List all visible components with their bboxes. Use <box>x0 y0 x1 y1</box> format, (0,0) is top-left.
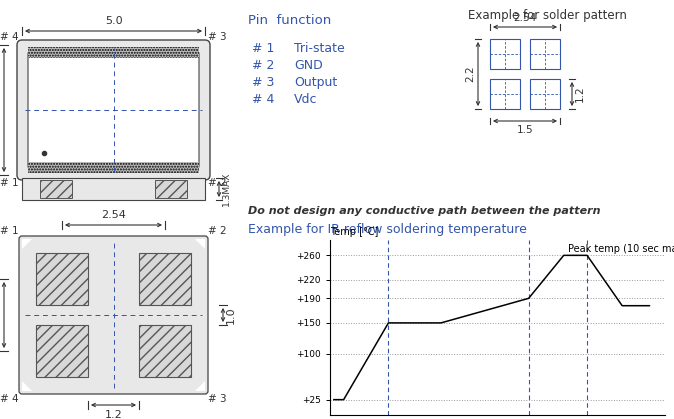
Text: 2.2: 2.2 <box>465 66 475 82</box>
Bar <box>530 79 560 109</box>
Text: 1.0: 1.0 <box>226 306 236 324</box>
Text: Do not design any conductive path between the pattern: Do not design any conductive path betwee… <box>248 206 601 216</box>
Polygon shape <box>195 239 205 249</box>
Text: # 1: # 1 <box>1 178 19 188</box>
Text: 3.2: 3.2 <box>0 101 1 119</box>
Bar <box>28 47 199 58</box>
Text: # 1: # 1 <box>252 42 274 55</box>
Text: Vdc: Vdc <box>294 93 317 106</box>
Bar <box>490 79 520 109</box>
Bar <box>139 253 191 305</box>
Bar <box>22 178 205 200</box>
Text: 1.2: 1.2 <box>104 410 123 419</box>
Polygon shape <box>195 381 205 391</box>
Bar <box>36 325 88 377</box>
Text: Output: Output <box>294 76 337 89</box>
Bar <box>139 325 191 377</box>
Bar <box>490 39 520 69</box>
Bar <box>28 162 199 173</box>
Text: # 3: # 3 <box>208 32 226 42</box>
FancyBboxPatch shape <box>17 40 210 180</box>
Text: Temp [°C]: Temp [°C] <box>330 227 378 237</box>
Text: Example for solder pattern: Example for solder pattern <box>468 9 627 22</box>
Text: 1.2: 1.2 <box>575 86 585 102</box>
Text: 2.2: 2.2 <box>0 306 1 324</box>
Polygon shape <box>22 239 32 249</box>
Text: # 1: # 1 <box>1 226 19 236</box>
Bar <box>530 39 560 69</box>
Text: 2.54: 2.54 <box>514 13 537 23</box>
Text: # 4: # 4 <box>1 32 19 42</box>
Bar <box>155 180 187 198</box>
Text: # 3: # 3 <box>208 394 226 404</box>
Text: 2.54: 2.54 <box>101 210 126 220</box>
Text: Pin  function: Pin function <box>248 14 331 27</box>
Text: Example for IR reflow soldering temperature: Example for IR reflow soldering temperat… <box>248 223 527 236</box>
Polygon shape <box>22 381 32 391</box>
Bar <box>40 180 72 198</box>
Text: # 2: # 2 <box>208 226 226 236</box>
Text: # 2: # 2 <box>208 178 226 188</box>
Text: # 3: # 3 <box>252 76 274 89</box>
Text: # 2: # 2 <box>252 59 274 72</box>
FancyBboxPatch shape <box>19 236 208 394</box>
Bar <box>36 253 88 305</box>
Text: GND: GND <box>294 59 323 72</box>
FancyBboxPatch shape <box>28 51 199 169</box>
Text: Tri-state: Tri-state <box>294 42 344 55</box>
Text: # 4: # 4 <box>252 93 274 106</box>
Text: Peak temp (10 sec max): Peak temp (10 sec max) <box>568 243 674 253</box>
Text: 5.0: 5.0 <box>104 16 122 26</box>
Text: 1.3MAX: 1.3MAX <box>222 172 231 206</box>
Text: # 4: # 4 <box>1 394 19 404</box>
Text: 1.5: 1.5 <box>517 125 533 135</box>
